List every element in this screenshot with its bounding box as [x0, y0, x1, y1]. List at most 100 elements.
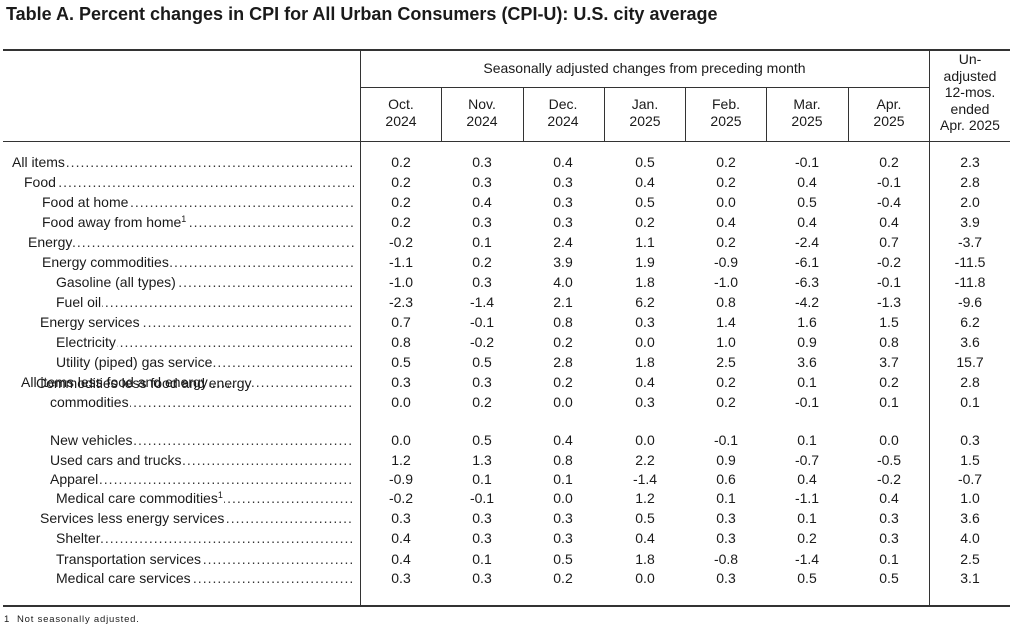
- row-label: Shelter: [56, 530, 102, 546]
- column-divider: [685, 87, 686, 141]
- monthly-change-value: 2.2: [635, 452, 655, 468]
- footnote-reference: 1: [181, 214, 187, 224]
- column-header-month: Mar.: [793, 96, 821, 112]
- column-divider: [441, 87, 442, 141]
- unadjusted-12mo-value: -9.6: [957, 294, 983, 310]
- monthly-change-value: 0.1: [879, 394, 899, 410]
- column-header-apr-2025: Apr. 2025: [849, 96, 929, 130]
- row-label-text: Fuel oil: [56, 294, 102, 310]
- monthly-change-value: -0.8: [713, 551, 739, 567]
- monthly-change-value: 0.0: [716, 194, 736, 210]
- monthly-change-value: 0.3: [472, 274, 492, 290]
- monthly-change-value: 0.7: [879, 234, 899, 250]
- monthly-change-value: -1.1: [794, 490, 820, 506]
- monthly-change-value: -1.4: [469, 294, 495, 310]
- monthly-change-value: 0.2: [472, 394, 492, 410]
- table-title: Table A. Percent changes in CPI for All …: [6, 4, 718, 24]
- row-label: All items: [12, 154, 66, 170]
- monthly-change-value: 0.2: [553, 570, 573, 586]
- unadjusted-12mo-value: 0.1: [960, 394, 980, 410]
- unadjusted-12mo-value: 6.2: [960, 314, 980, 330]
- row-label-text: Apparel: [50, 471, 99, 487]
- column-header-year: 2024: [385, 113, 417, 129]
- column-divider: [604, 87, 605, 141]
- unadjusted-12mo-value: 1.0: [960, 490, 980, 506]
- column-header-year: 2025: [629, 113, 661, 129]
- monthly-change-value: 0.8: [716, 294, 736, 310]
- monthly-change-value: 0.2: [391, 214, 411, 230]
- monthly-change-value: 0.0: [553, 394, 573, 410]
- unadjusted-header-line: 12-mos.: [944, 84, 996, 100]
- monthly-change-value: 0.5: [391, 354, 411, 370]
- table-row: ........................................…: [0, 490, 1010, 510]
- table-row: ........................................…: [0, 530, 1010, 550]
- unadjusted-12mo-value: -3.7: [957, 234, 983, 250]
- column-header-year: 2024: [466, 113, 498, 129]
- monthly-change-value: 0.4: [635, 174, 655, 190]
- row-label-text: Gasoline (all types): [56, 274, 176, 290]
- monthly-change-value: 0.1: [797, 510, 817, 526]
- unadjusted-12mo-value: 15.7: [956, 354, 984, 370]
- monthly-change-value: 0.3: [553, 214, 573, 230]
- table-row: ........................................…: [0, 432, 1010, 452]
- column-header-year: 2024: [547, 113, 579, 129]
- monthly-change-value: 0.3: [472, 530, 492, 546]
- dot-leader: ........................................…: [50, 471, 354, 487]
- row-label-text: Transportation services: [56, 551, 201, 567]
- row-label: Apparel: [50, 471, 100, 487]
- header-mid-rule: [360, 87, 929, 88]
- monthly-change-value: 0.1: [472, 551, 492, 567]
- row-label-text: Medical care services: [56, 570, 191, 586]
- row-label-text: Energy services: [40, 314, 140, 330]
- column-header-feb-2025: Feb. 2025: [686, 96, 766, 130]
- monthly-change-value: 0.4: [716, 214, 736, 230]
- table-row: ........................................…: [0, 174, 1010, 194]
- monthly-change-value: 0.2: [797, 530, 817, 546]
- monthly-change-value: 0.3: [635, 394, 655, 410]
- monthly-change-value: 0.1: [797, 432, 817, 448]
- unadjusted-12mo-value: -0.7: [957, 471, 983, 487]
- monthly-change-value: 0.1: [716, 490, 736, 506]
- monthly-change-value: 0.3: [391, 374, 411, 390]
- monthly-change-value: 1.2: [635, 490, 655, 506]
- monthly-change-value: 0.4: [635, 530, 655, 546]
- table-row: ........................................…: [0, 234, 1010, 254]
- monthly-change-value: 1.4: [716, 314, 736, 330]
- monthly-change-value: -0.1: [713, 432, 739, 448]
- footnote-reference: 1: [217, 490, 223, 500]
- table-row: ........................................…: [0, 452, 1010, 472]
- unadjusted-12mo-value: 2.8: [960, 174, 980, 190]
- row-label: Food away from home1: [42, 214, 188, 230]
- unadjusted-12mo-value: 2.5: [960, 551, 980, 567]
- monthly-change-value: 1.8: [635, 551, 655, 567]
- monthly-change-value: -0.1: [469, 490, 495, 506]
- monthly-change-value: -0.1: [794, 154, 820, 170]
- unadjusted-12mo-value: 2.8: [960, 374, 980, 390]
- dot-leader: ........................................…: [24, 174, 354, 190]
- table-row: ........................................…: [0, 314, 1010, 334]
- monthly-change-value: 1.3: [472, 452, 492, 468]
- monthly-change-value: 0.5: [472, 354, 492, 370]
- unadjusted-header-line: Apr. 2025: [940, 117, 1000, 133]
- unadjusted-12mo-value: 4.0: [960, 530, 980, 546]
- monthly-change-value: -0.2: [876, 471, 902, 487]
- monthly-change-value: -0.9: [388, 471, 414, 487]
- monthly-change-value: -1.0: [713, 274, 739, 290]
- row-label-text: Food at home: [42, 194, 129, 210]
- monthly-change-value: -0.1: [876, 174, 902, 190]
- row-label: Medical care services: [56, 570, 192, 586]
- row-label-text: Medical care commodities: [56, 490, 218, 506]
- table-row: ........................................…: [0, 471, 1010, 491]
- monthly-change-value: -6.1: [794, 254, 820, 270]
- table-row: ........................................…: [0, 354, 1010, 374]
- unadjusted-column-header: Un- adjusted 12-mos. ended Apr. 2025: [930, 51, 1010, 134]
- monthly-change-value: 0.3: [553, 194, 573, 210]
- monthly-change-value: 0.2: [716, 394, 736, 410]
- monthly-change-value: 0.9: [797, 334, 817, 350]
- monthly-change-value: 0.4: [553, 154, 573, 170]
- monthly-change-value: 1.8: [635, 354, 655, 370]
- row-label: New vehicles: [50, 432, 134, 448]
- monthly-change-value: 0.0: [635, 570, 655, 586]
- unadjusted-header-line: Un-: [958, 51, 982, 67]
- monthly-change-value: 0.3: [472, 374, 492, 390]
